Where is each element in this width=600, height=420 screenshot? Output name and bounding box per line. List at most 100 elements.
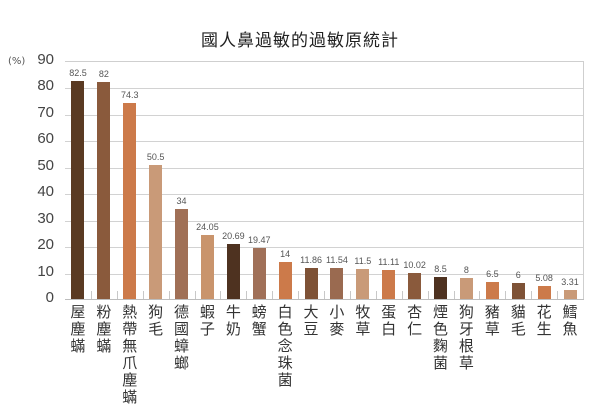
x-tick	[453, 291, 455, 299]
bar	[511, 283, 525, 299]
x-tick	[272, 291, 274, 299]
plot-area	[65, 61, 584, 300]
bar-value-label: 20.69	[222, 231, 245, 242]
bar-value-label: 50.5	[146, 152, 165, 163]
y-tick-label: 30	[37, 209, 54, 227]
x-tick	[168, 291, 170, 299]
x-category-label: 熱帶無爪塵蟎	[122, 303, 138, 406]
bar-value-label: 82	[98, 69, 109, 80]
x-category-label: 牛奶	[225, 303, 241, 338]
bar	[563, 290, 577, 299]
x-tick	[142, 291, 144, 299]
gridline	[65, 167, 583, 169]
bar-value-label: 74.3	[120, 89, 139, 100]
x-tick	[557, 291, 559, 299]
bar-value-label: 11.86	[300, 254, 322, 265]
bar	[149, 165, 163, 299]
gridline	[65, 194, 583, 196]
x-category-label: 杏仁	[407, 303, 423, 338]
x-tick	[401, 291, 403, 299]
x-category-label: 鱈魚	[562, 303, 578, 338]
x-tick	[479, 291, 481, 299]
x-category-label: 大豆	[303, 303, 319, 338]
x-category-label: 螃蟹	[251, 303, 267, 338]
bar-value-label: 5.08	[535, 272, 553, 283]
gridline	[65, 114, 583, 116]
x-axis-line	[65, 299, 584, 300]
gridline	[65, 88, 583, 90]
bar	[537, 285, 551, 299]
x-category-label: 牧草	[355, 303, 371, 338]
bar-value-label: 24.05	[196, 222, 219, 233]
bar-value-label: 6.5	[486, 268, 499, 279]
chart-title: 國人鼻過敏的過敏原統計	[201, 31, 399, 51]
x-tick	[505, 291, 507, 299]
y-tick-label: 70	[37, 103, 54, 121]
y-tick-label: 80	[37, 77, 54, 95]
x-category-label: 粉塵蟎	[96, 303, 112, 355]
bar	[408, 272, 422, 299]
bar-series: 82.5 82 74.3 50.5 34 24.05 20.69 19.47 14 11.86 11…	[65, 61, 583, 299]
bar	[304, 267, 318, 299]
bar	[226, 244, 240, 299]
x-category-label: 小麥	[329, 303, 345, 338]
x-tick	[427, 291, 429, 299]
x-tick	[246, 291, 248, 299]
bar-value-label: 11.5	[354, 255, 372, 266]
x-category-label: 屋塵蟎	[70, 303, 86, 355]
bar-value-label: 14	[280, 248, 291, 259]
gridline	[65, 220, 583, 222]
x-tick	[324, 291, 325, 299]
bar	[434, 276, 448, 299]
x-tick	[298, 291, 300, 299]
x-tick	[90, 291, 92, 299]
x-category-label: 蛋白	[381, 303, 397, 338]
x-tick	[531, 291, 533, 299]
bar	[175, 209, 189, 299]
gridline	[65, 273, 583, 275]
bar-value-label: 19.47	[247, 234, 271, 245]
y-tick-label: 20	[37, 236, 54, 254]
y-tick-label: 60	[37, 130, 54, 148]
x-category-label: 白色念珠菌	[277, 303, 293, 389]
y-tick-label: 10	[37, 262, 54, 280]
bar-value-label: 3.31	[561, 277, 579, 288]
y-tick-label: 90	[37, 51, 54, 68]
bar-value-label: 8.5	[434, 263, 447, 274]
x-category-label: 煙色麴菌	[433, 303, 449, 372]
x-category-label: 狗牙根草	[458, 303, 474, 372]
x-category-label: 德國蟑螂	[174, 303, 190, 372]
bar-value-label: 11.11	[378, 256, 400, 267]
x-tick	[220, 291, 222, 299]
gridline	[65, 141, 583, 143]
bar	[97, 82, 111, 299]
bar	[278, 261, 292, 299]
bar	[356, 268, 370, 299]
x-category-label: 狗毛	[148, 303, 164, 338]
bar-value-label: 8	[463, 264, 469, 275]
y-tick-label: 0	[45, 289, 54, 306]
x-tick	[194, 291, 196, 299]
x-category-label: 花生	[536, 303, 552, 338]
bar	[459, 277, 473, 299]
bar-value-label: 11.54	[326, 255, 348, 266]
bar-value-label: 82.5	[69, 67, 87, 78]
bar	[252, 247, 266, 299]
bar-value-label: 34	[176, 196, 187, 207]
bar	[123, 102, 137, 299]
y-tick-label: 50	[37, 156, 54, 174]
y-axis-unit: (%)	[8, 56, 26, 67]
x-category-label: 豬草	[484, 303, 500, 338]
bar-value-label: 10.02	[403, 259, 426, 270]
x-tick	[375, 291, 377, 299]
x-tick	[349, 291, 351, 299]
x-tick	[116, 291, 118, 299]
bar	[382, 269, 396, 299]
y-tick-label: 40	[37, 183, 54, 201]
bar	[330, 268, 344, 299]
bar	[71, 80, 85, 299]
x-category-label: 貓毛	[510, 303, 526, 338]
bar	[200, 235, 214, 299]
bar	[485, 281, 499, 299]
x-category-label: 蝦子	[199, 303, 215, 338]
